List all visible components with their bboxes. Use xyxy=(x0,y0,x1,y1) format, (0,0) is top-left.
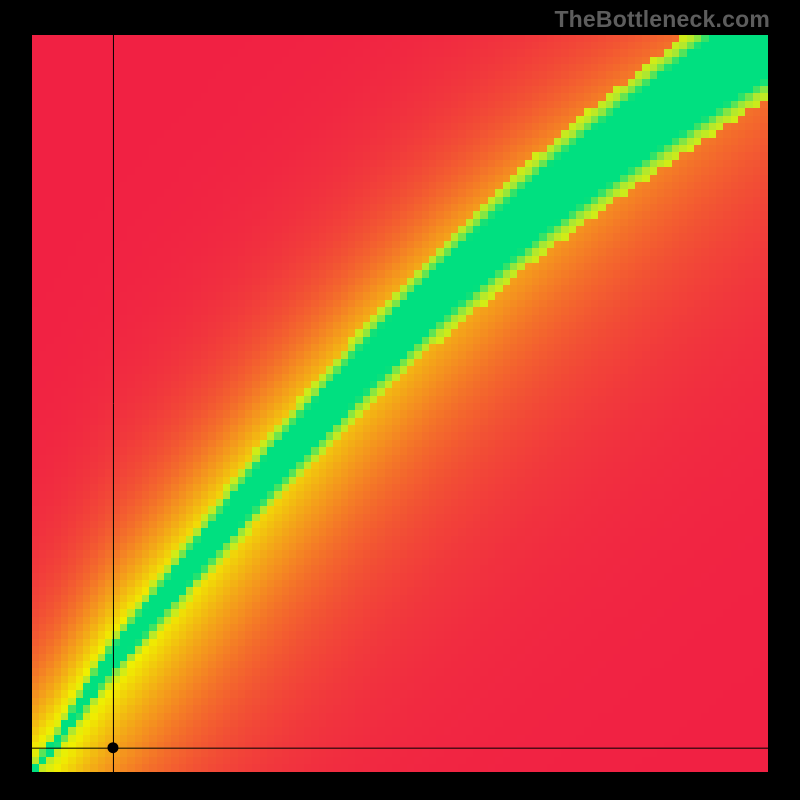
heatmap-canvas xyxy=(32,35,768,772)
heatmap-plot xyxy=(32,35,768,772)
watermark-text: TheBottleneck.com xyxy=(554,6,770,33)
chart-container: { "watermark": { "text": "TheBottleneck.… xyxy=(0,0,800,800)
